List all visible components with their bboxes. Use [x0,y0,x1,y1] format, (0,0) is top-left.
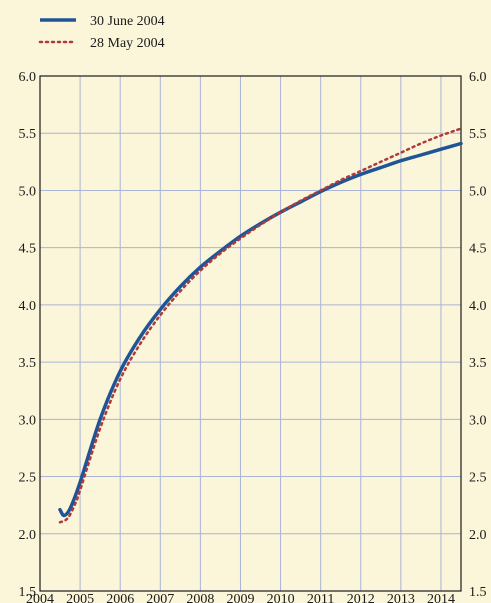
x-tick-label: 2009 [226,592,254,603]
x-tick-label: 2008 [186,592,214,603]
y-tick-label-left: 5.0 [19,184,37,199]
x-tick-label: 2005 [66,592,94,603]
y-tick-label-left: 2.0 [19,528,37,543]
x-tick-label: 2011 [307,592,334,603]
y-tick-label-right: 4.0 [469,299,487,314]
plot-frame [39,75,462,592]
x-tick-label: 2006 [106,592,134,603]
y-tick-label-left: 2.5 [19,471,37,486]
y-tick-label-left: 3.5 [19,356,37,371]
legend-label-series-1: 30 June 2004 [90,14,165,29]
y-tick-label-right: 2.5 [469,471,487,486]
y-tick-label-right: 5.5 [469,127,487,142]
y-tick-label-right: 6.0 [469,70,487,85]
y-tick-label-right: 3.0 [469,413,487,428]
y-tick-label-right: 3.5 [469,356,487,371]
x-tick-label: 2007 [146,592,174,603]
legend: 30 June 2004 28 May 2004 [38,14,165,51]
x-tick-label: 2010 [267,592,295,603]
y-tick-label-left: 4.5 [19,242,37,257]
plot-area: 1.5 1.5 2.0 2.0 2.5 2.5 3.0 3.0 3.5 3.5 4.0 4.0 4.5 4… [19,70,487,603]
x-tick-label: 2004 [26,592,54,603]
y-tick-label-right: 4.5 [469,242,487,257]
series-line-1 [58,141,463,518]
x-tick-label: 2012 [347,592,375,603]
y-tick-label-right: 2.0 [469,528,487,543]
x-tick-label: 2013 [387,592,415,603]
y-tick-label-left: 5.5 [19,127,37,142]
y-tick-label-left: 3.0 [19,413,37,428]
y-tick-label-right: 5.0 [469,184,487,199]
series-line-2 [58,127,463,524]
y-tick-label-right: 1.5 [469,585,487,600]
legend-label-series-2: 28 May 2004 [90,36,165,51]
y-tick-label-left: 4.0 [19,299,37,314]
y-tick-label-left: 1.5 [19,585,37,600]
x-tick-label: 2014 [427,592,455,603]
y-tick-label-left: 6.0 [19,70,37,85]
